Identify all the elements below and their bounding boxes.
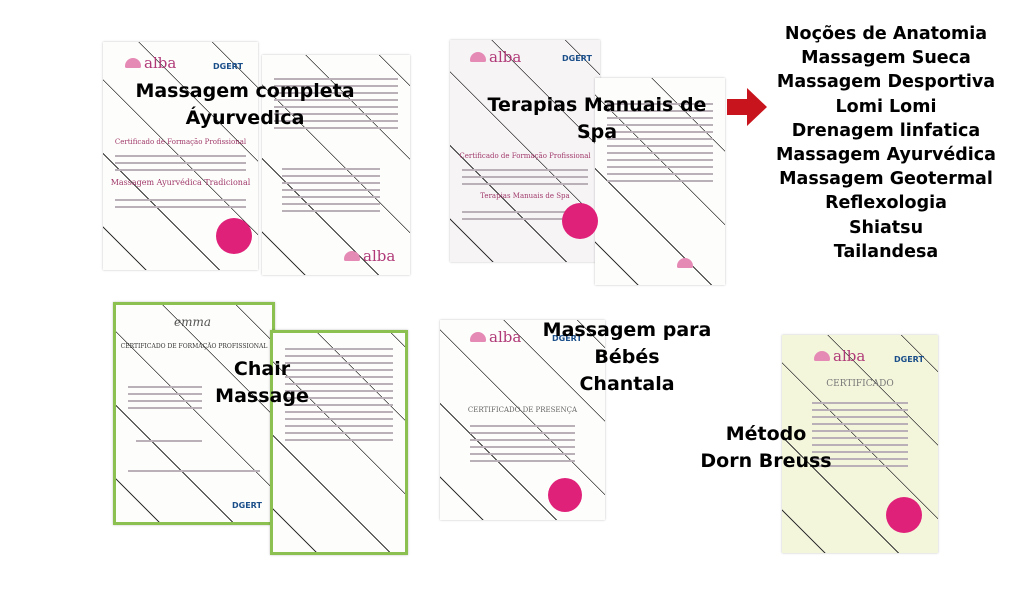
seal [548,478,582,512]
technique-item: Massagem Desportiva [776,72,996,93]
emma-logo: emma [174,315,212,329]
techniques-list: Noções de Anatomia Massagem Sueca Massag… [766,22,1006,264]
lotus-logo [677,258,696,268]
alba-logo: alba [125,54,176,72]
label-spa: Terapias Manuais de Spa [488,92,707,146]
label-line: Bébés [594,346,660,368]
technique-item: Massagem Geotermal [779,169,993,190]
certificate-ayurvedica-back: alba [262,55,410,275]
certificate-title: Certificado de Formação Profissional [459,152,591,160]
dgert-badge: DGERT [232,501,262,510]
label-chair: Chair Massage [215,356,309,410]
certificate-chair-back [270,330,408,555]
certificate-title: CERTIFICADO DE PRESENÇA [467,406,578,414]
alba-logo: alba [344,247,395,265]
lotus-icon [125,58,141,68]
lotus-icon [677,258,693,268]
certificate-spa-back [595,78,725,285]
label-line: Massagem completa [135,80,355,102]
alba-logo: alba [470,48,521,66]
certificate-bebes: alba DGERT CERTIFICADO DE PRESENÇA [440,320,605,520]
label-line: Chantala [579,373,675,395]
technique-item: Drenagem linfatica [791,120,981,141]
lotus-icon [344,251,360,261]
lotus-icon [814,351,830,361]
technique-item: Shiatsu [848,217,924,238]
dgert-badge: DGERT [562,54,592,63]
arrow-right-icon [727,88,767,126]
certificate-ayurvedica-front: alba DGERT Certificado de Formação Profi… [103,42,258,270]
technique-item: Noções de Anatomia [784,24,988,44]
label-line: Massagem para [542,319,712,341]
dgert-badge: DGERT [894,355,924,364]
seal [562,203,598,239]
label-line: Método [725,423,807,445]
alba-logo: alba [470,328,521,346]
label-bebes: Massagem para Bébés Chantala [543,317,712,398]
technique-item: Massagem Ayurvédica [776,145,996,166]
label-line: Dorn Breuss [700,450,832,472]
lotus-icon [470,52,486,62]
label-line: Spa [576,121,618,143]
alba-logo: alba [814,347,865,365]
seal [216,218,252,254]
technique-item: Reflexologia [825,193,947,214]
seal [886,497,922,533]
certificate-chair-front: emma CERTIFICADO DE FORMAÇÃO PROFISSIONA… [113,302,275,525]
label-line: Áyurvedica [185,107,305,129]
certificate-course: Massagem Ayurvédica Tradicional [110,178,251,187]
label-line: Chair [233,358,291,380]
dgert-badge: DGERT [552,334,582,343]
label-line: Terapias Manuais de [487,94,707,116]
label-dorn: Método Dorn Breuss [700,421,831,475]
technique-item: Massagem Sueca [801,48,971,69]
certificate-title: CERTIFICADO DE FORMAÇÃO PROFISSIONAL [120,343,268,350]
certificate-title: CERTIFICADO [826,379,894,389]
certificate-course: Terapias Manuais de Spa [480,192,570,200]
lotus-icon [470,332,486,342]
technique-item: Lomi Lomi [835,96,937,117]
label-ayurvedica: Massagem completa Áyurvedica [135,78,354,132]
certificate-dorn: alba DGERT CERTIFICADO [782,335,938,553]
certificate-title: Certificado de Formação Profissional [114,138,247,146]
label-line: Massage [215,385,309,407]
technique-item: Tailandesa [833,241,939,262]
dgert-badge: DGERT [213,62,243,71]
certificate-spa-front: alba DGERT Certificado de Formação Profi… [450,40,600,262]
